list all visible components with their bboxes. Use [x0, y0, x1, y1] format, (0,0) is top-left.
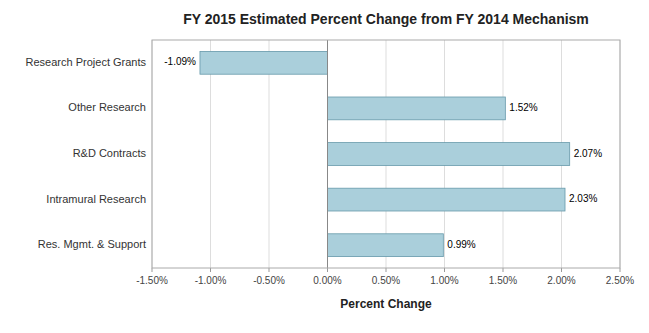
category-label: R&D Contracts	[73, 147, 147, 159]
tick-label: 2.00%	[547, 275, 575, 286]
tick-mark	[386, 268, 387, 272]
plot-frame	[152, 40, 620, 268]
tick-label: 1.00%	[430, 275, 458, 286]
grid	[152, 40, 620, 268]
tick-label: 1.50%	[489, 275, 517, 286]
bar	[328, 188, 566, 211]
bars	[200, 51, 570, 256]
tick-mark	[210, 268, 211, 272]
tick-mark	[152, 268, 153, 272]
category-label: Res. Mgmt. & Support	[38, 238, 146, 250]
tick-label: -1.50%	[136, 275, 168, 286]
category-label: Intramural Research	[46, 193, 146, 205]
tick-label: 0.00%	[313, 275, 341, 286]
title: FY 2015 Estimated Percent Change from FY…	[183, 11, 589, 27]
bar	[328, 143, 570, 166]
data-label: 1.52%	[509, 102, 537, 113]
tick-mark	[327, 268, 328, 272]
zero-line	[327, 40, 328, 268]
tick-label: 2.50%	[606, 275, 634, 286]
bar	[200, 51, 328, 74]
data-label: 2.07%	[574, 148, 602, 159]
tick-mark	[444, 268, 445, 272]
data-label: -1.09%	[164, 56, 196, 67]
tick-label: -1.00%	[195, 275, 227, 286]
tick-mark	[620, 268, 621, 272]
tick-mark	[269, 268, 270, 272]
tick-label: 0.50%	[372, 275, 400, 286]
category-label: Research Project Grants	[26, 56, 147, 68]
grid-line	[327, 40, 328, 268]
data-label: 2.03%	[569, 193, 597, 204]
bar	[328, 97, 506, 120]
chart: FY 2015 Estimated Percent Change from FY…	[0, 0, 649, 333]
tick-mark	[561, 268, 562, 272]
data-label: 0.99%	[447, 239, 475, 250]
x-axis-label: Percent Change	[340, 297, 432, 311]
category-label: Other Research	[68, 101, 146, 113]
tick-label: -0.50%	[253, 275, 285, 286]
tick-mark	[503, 268, 504, 272]
bar	[328, 234, 444, 257]
